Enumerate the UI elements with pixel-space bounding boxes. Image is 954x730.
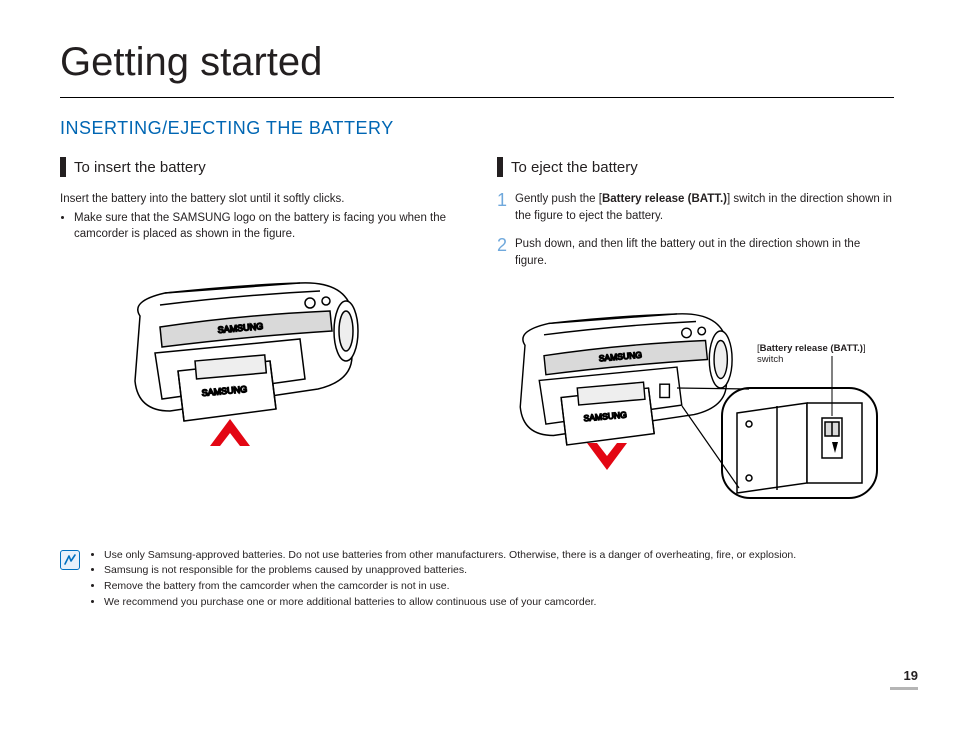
step-text: Push down, and then lift the battery out…	[515, 236, 894, 269]
sub-heading-left: To insert the battery	[74, 159, 206, 176]
left-column: To insert the battery Insert the battery…	[60, 157, 457, 518]
step-text: Gently push the [Battery release (BATT.)…	[515, 191, 894, 224]
title-rule	[60, 97, 894, 98]
page-title: Getting started	[60, 40, 894, 85]
page-number: 19	[890, 668, 918, 683]
camcorder-eject-illustration: SAMSUNG SAMSUNG	[487, 288, 897, 508]
callout-label: [Battery release (BATT.)] switch	[757, 343, 894, 365]
manual-page: Getting started INSERTING/EJECTING THE B…	[0, 0, 954, 730]
sub-heading-bar	[497, 157, 503, 177]
page-number-bar	[890, 687, 918, 690]
section-heading: INSERTING/EJECTING THE BATTERY	[60, 118, 894, 139]
page-number-area: 19	[890, 668, 918, 690]
camcorder-insert-illustration: SAMSUNG SAMSUNG	[100, 261, 400, 461]
figure-insert: SAMSUNG SAMSUNG	[60, 261, 457, 471]
left-bullet-1: Make sure that the SAMSUNG logo on the b…	[74, 210, 457, 243]
steps-list: 1Gently push the [Battery release (BATT.…	[497, 191, 894, 270]
note-item: Use only Samsung-approved batteries. Do …	[104, 548, 796, 564]
step-number: 2	[497, 236, 515, 269]
step-number: 1	[497, 191, 515, 224]
note-box: Use only Samsung-approved batteries. Do …	[60, 548, 894, 611]
step: 2Push down, and then lift the battery ou…	[497, 236, 894, 269]
note-item: Remove the battery from the camcorder wh…	[104, 579, 796, 595]
two-column-layout: To insert the battery Insert the battery…	[60, 157, 894, 518]
sub-heading-right: To eject the battery	[511, 159, 638, 176]
sub-heading-bar	[60, 157, 66, 177]
right-column: To eject the battery 1Gently push the [B…	[497, 157, 894, 518]
callout-bold: Battery release (BATT.)	[760, 343, 863, 354]
note-list: Use only Samsung-approved batteries. Do …	[90, 548, 796, 611]
note-item: We recommend you purchase one or more ad…	[104, 595, 796, 611]
note-item: Samsung is not responsible for the probl…	[104, 563, 796, 579]
step: 1Gently push the [Battery release (BATT.…	[497, 191, 894, 224]
sub-heading-row: To insert the battery	[60, 157, 457, 177]
left-intro: Insert the battery into the battery slot…	[60, 191, 457, 208]
figure-eject: SAMSUNG SAMSUNG	[497, 288, 894, 518]
left-bullets: Make sure that the SAMSUNG logo on the b…	[60, 210, 457, 243]
note-icon	[60, 550, 80, 570]
sub-heading-row: To eject the battery	[497, 157, 894, 177]
